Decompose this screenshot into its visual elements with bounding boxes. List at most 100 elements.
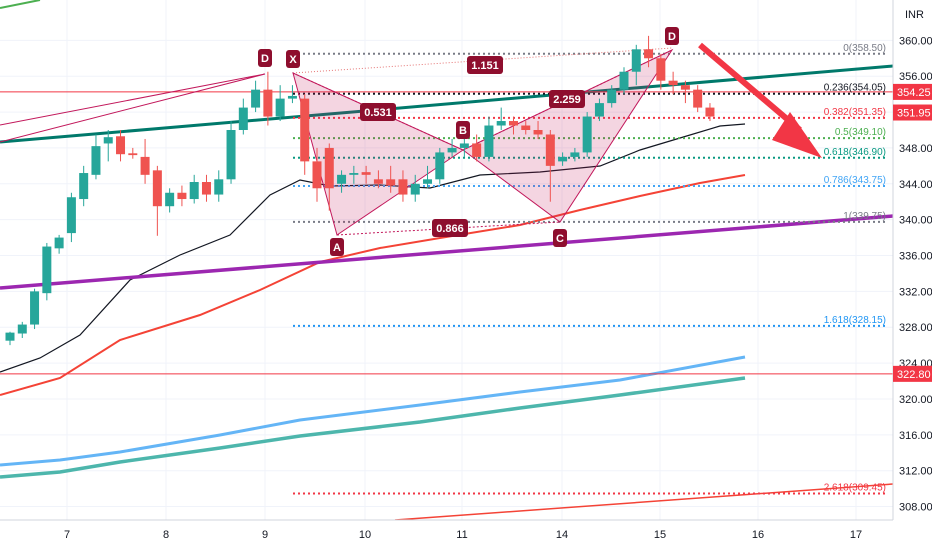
time-tick-label: 14 — [556, 529, 568, 541]
candle-body — [214, 179, 224, 195]
pattern-point-label: X — [289, 54, 297, 66]
candle-body — [668, 80, 678, 86]
candle-body — [693, 89, 703, 108]
candle-body — [42, 246, 52, 294]
candle-body — [201, 182, 211, 195]
blue-ma-line — [0, 355, 746, 467]
price-tick-label: 312.00 — [899, 466, 932, 478]
candle-body — [238, 107, 248, 130]
candle-body — [644, 49, 654, 59]
candle-body — [447, 147, 457, 153]
candle-body — [398, 179, 408, 195]
candle-body — [582, 116, 592, 153]
candle-body — [103, 137, 113, 144]
pattern-point-label: B — [459, 125, 467, 137]
candle-body — [177, 192, 187, 200]
candle-body — [521, 125, 531, 130]
candle-body — [558, 156, 568, 162]
downtrend-arrow-shaft — [698, 42, 802, 133]
time-tick-label: 10 — [359, 529, 371, 541]
pattern-point-label: C — [556, 233, 564, 245]
fib-level-label: 0.382(351.35) — [824, 107, 886, 118]
price-badge-label: 351.95 — [897, 108, 931, 120]
fib-level-label: 0.236(354.05) — [824, 83, 886, 94]
candle-body — [631, 49, 641, 72]
price-badge — [893, 365, 932, 382]
candle-body — [312, 161, 322, 189]
price-tick-label: 328.00 — [899, 322, 932, 334]
candle-body — [533, 130, 543, 135]
candle-body — [496, 121, 506, 126]
candle-body — [705, 107, 715, 117]
candle-body — [324, 147, 334, 189]
candle-body — [165, 192, 175, 207]
fib-level-label: 0.5(349.10) — [835, 127, 886, 138]
candle-body — [116, 136, 126, 155]
ratio-badge — [549, 90, 585, 108]
ratio-label: 1.151 — [471, 60, 499, 72]
candle-body — [79, 173, 89, 200]
time-tick-label: 11 — [456, 529, 467, 541]
candle-body — [337, 174, 347, 184]
fib-level-label: 0.786(343.75) — [824, 175, 886, 186]
pattern-point-badge — [665, 27, 679, 45]
ratio-badge — [432, 219, 468, 237]
pattern-point-label: D — [261, 53, 269, 65]
ratio-label: 0.531 — [364, 107, 392, 119]
price-tick-label: 308.00 — [899, 502, 932, 514]
price-badge — [893, 83, 932, 100]
fib-level-label: 0(358.50) — [843, 43, 886, 54]
candle-body — [545, 134, 555, 166]
candle-body — [275, 98, 285, 117]
pattern-point-badge — [258, 49, 272, 67]
price-tick-label: 356.00 — [899, 71, 932, 83]
candle-body — [435, 152, 445, 180]
candle-body — [189, 182, 199, 200]
candle-body — [373, 179, 383, 184]
pattern-point-badge — [330, 238, 344, 256]
candle-body — [361, 172, 371, 175]
price-tick-label: 320.00 — [899, 394, 932, 406]
price-tick-label: 316.00 — [899, 430, 932, 442]
price-badge — [893, 104, 932, 121]
candle-body — [680, 85, 690, 90]
candle-body — [66, 197, 76, 234]
price-badge-label: 322.80 — [897, 369, 931, 381]
candle-body — [607, 89, 617, 104]
red-lower-trendline — [394, 483, 894, 521]
candle-body — [30, 291, 40, 325]
price-badge-label: 354.25 — [897, 87, 931, 99]
pattern-point-badge — [456, 121, 470, 139]
ac-dotted — [336, 221, 561, 236]
time-tick-label: 9 — [262, 529, 268, 541]
candle-body — [619, 71, 629, 90]
fib-level-label: 1(339.75) — [843, 211, 886, 222]
candle-body — [263, 89, 273, 117]
pattern-point-badge — [553, 229, 567, 247]
price-tick-label: 340.00 — [899, 215, 932, 227]
fib-level-label: 2.618(309.45) — [824, 483, 886, 494]
red-ma-line — [0, 174, 746, 396]
currency-label: INR — [905, 9, 924, 21]
price-tick-label: 360.00 — [899, 35, 932, 47]
pattern-point-label: D — [668, 31, 676, 43]
candle-body — [300, 98, 310, 162]
candle-body — [459, 143, 469, 148]
purple-trendline — [0, 214, 894, 290]
ratio-badge — [467, 56, 503, 74]
candle-body — [484, 125, 494, 157]
price-tick-label: 336.00 — [899, 251, 932, 263]
time-tick-label: 8 — [163, 529, 169, 541]
fib-level-label: 1.618(328.15) — [824, 315, 886, 326]
candle-body — [570, 152, 580, 157]
time-axis-background — [0, 520, 932, 550]
time-tick-label: 15 — [654, 529, 666, 541]
pattern-point-badge — [286, 50, 300, 68]
candle-body — [410, 183, 420, 195]
candle-body — [251, 89, 261, 108]
candle-body — [140, 156, 150, 175]
candle-body — [386, 179, 396, 186]
candle-body — [423, 179, 433, 184]
